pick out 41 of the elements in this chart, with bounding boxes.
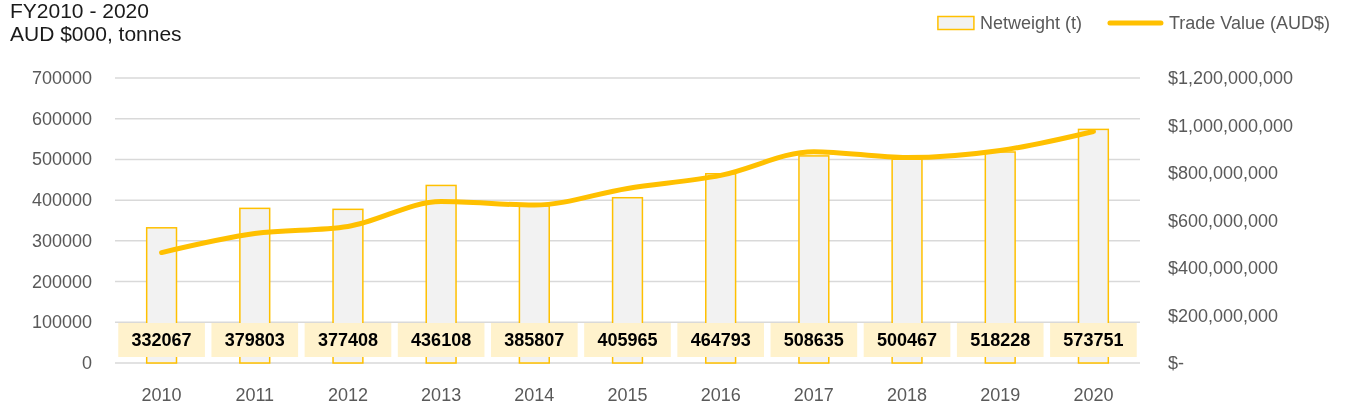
y2-tick-label: $600,000,000: [1168, 210, 1279, 231]
data-label: 464793: [690, 330, 751, 350]
y-tick-label: 100000: [31, 312, 92, 333]
x-tick-label: 2016: [700, 385, 741, 405]
data-label: 573751: [1063, 330, 1124, 350]
y-tick-label: 300000: [31, 230, 92, 251]
y-tick-label: 500000: [31, 149, 92, 170]
y2-tick-label: $400,000,000: [1168, 258, 1279, 278]
x-tick-label: 2017: [793, 385, 834, 405]
x-tick-label: 2018: [887, 385, 928, 405]
y-tick-label: 200000: [31, 271, 92, 292]
data-label: 385807: [504, 330, 565, 350]
x-tick-label: 2020: [1073, 385, 1114, 405]
data-label: 500467: [877, 330, 938, 350]
x-tick-label: 2013: [421, 385, 462, 405]
data-label: 508635: [783, 330, 844, 350]
data-label: 405965: [597, 330, 658, 350]
chart-subtitle: AUD $000, tonnes: [10, 22, 182, 45]
y2-tick-label: $1,200,000,000: [1168, 68, 1294, 88]
y2-tick-label: $-: [1168, 353, 1185, 373]
x-tick-label: 2019: [980, 385, 1021, 405]
y2-tick-label: $1,000,000,000: [1168, 115, 1294, 136]
data-label: 518228: [970, 330, 1031, 350]
data-label: 332067: [131, 330, 192, 350]
y-tick-label: 600000: [31, 108, 92, 129]
legend-label: Trade Value (AUD$): [1168, 13, 1330, 33]
legend-label: Netweight (t): [979, 13, 1082, 33]
x-tick-label: 2011: [235, 385, 275, 405]
y-tick-label: 0: [81, 353, 92, 373]
y-tick-label: 700000: [31, 68, 92, 88]
data-label: 379803: [224, 330, 285, 350]
x-tick-label: 2010: [141, 385, 182, 405]
y2-tick-label: $200,000,000: [1168, 305, 1279, 326]
data-label: 377408: [317, 330, 378, 350]
y2-tick-label: $800,000,000: [1168, 163, 1279, 183]
y-tick-label: 400000: [31, 190, 92, 211]
data-label: 436108: [411, 330, 472, 350]
x-tick-label: 2015: [607, 385, 648, 405]
chart-title: FY2010 - 2020: [10, 0, 149, 22]
x-tick-label: 2012: [327, 385, 368, 405]
x-tick-label: 2014: [514, 385, 555, 405]
